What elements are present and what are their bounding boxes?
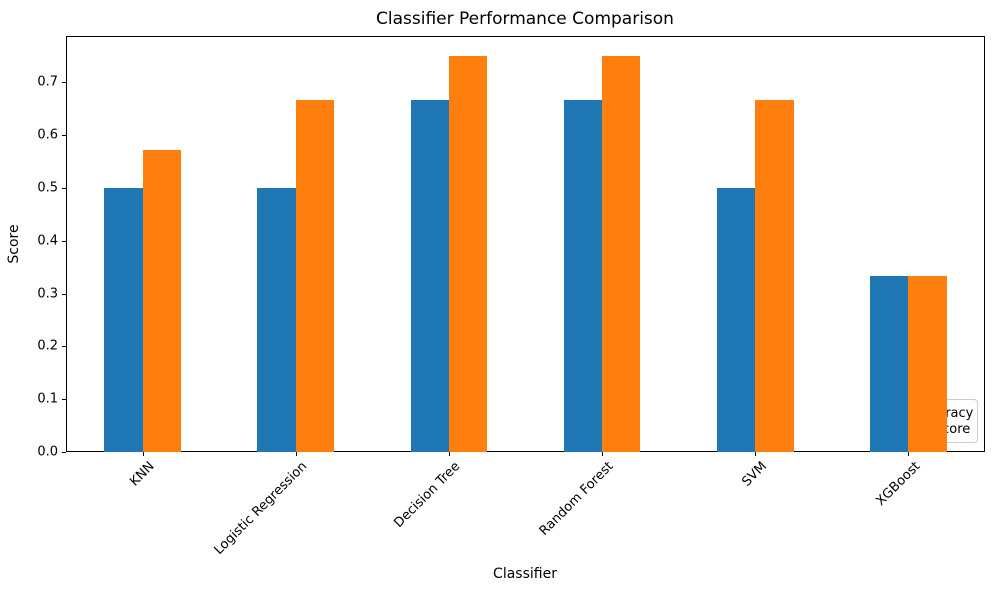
bar-accuracy <box>257 187 296 452</box>
bar-accuracy <box>563 99 603 452</box>
bar-f1-score <box>602 55 641 452</box>
y-tick-mark <box>62 187 66 189</box>
y-tick-label: 0.4 <box>37 233 58 249</box>
x-tick-mark <box>142 452 144 456</box>
y-tick-mark <box>62 399 66 401</box>
y-tick-mark <box>62 240 66 242</box>
bar-f1-score <box>908 275 947 452</box>
y-tick-mark <box>62 293 66 295</box>
y-tick-mark <box>62 82 66 84</box>
x-tick-label: Logistic Regression <box>211 459 311 558</box>
bar-accuracy <box>716 187 756 452</box>
bar-f1-score <box>448 55 488 452</box>
bar-accuracy <box>410 99 449 452</box>
x-tick-label: SVM <box>739 459 770 490</box>
x-tick-label: KNN <box>126 459 158 490</box>
bar-accuracy <box>870 275 909 452</box>
y-tick-label: 0.7 <box>37 74 58 90</box>
x-tick-label: Decision Tree <box>391 459 464 531</box>
y-tick-mark <box>62 452 66 453</box>
x-tick-mark <box>602 452 604 456</box>
y-tick-label: 0.0 <box>37 444 58 460</box>
x-tick-mark <box>908 452 910 456</box>
bar-accuracy <box>104 187 143 452</box>
y-tick-label: 0.1 <box>37 391 58 407</box>
x-tick-mark <box>755 452 757 456</box>
y-tick-label: 0.5 <box>37 180 58 196</box>
y-tick-mark <box>62 135 66 137</box>
x-tick-label: XGBoost <box>873 459 924 509</box>
chart-title: Classifier Performance Comparison <box>376 9 674 29</box>
bar-f1-score <box>142 150 181 452</box>
y-tick-label: 0.6 <box>37 127 58 143</box>
y-tick-label: 0.3 <box>37 286 58 302</box>
x-axis-label: Classifier <box>493 566 557 582</box>
x-tick-label: Random Forest <box>536 459 617 539</box>
bar-f1-score <box>755 99 794 452</box>
y-tick-mark <box>62 346 66 348</box>
y-tick-label: 0.2 <box>37 338 58 354</box>
plot-area <box>66 36 985 452</box>
x-tick-mark <box>448 452 450 456</box>
x-tick-mark <box>295 452 297 456</box>
bar-f1-score <box>295 99 335 452</box>
